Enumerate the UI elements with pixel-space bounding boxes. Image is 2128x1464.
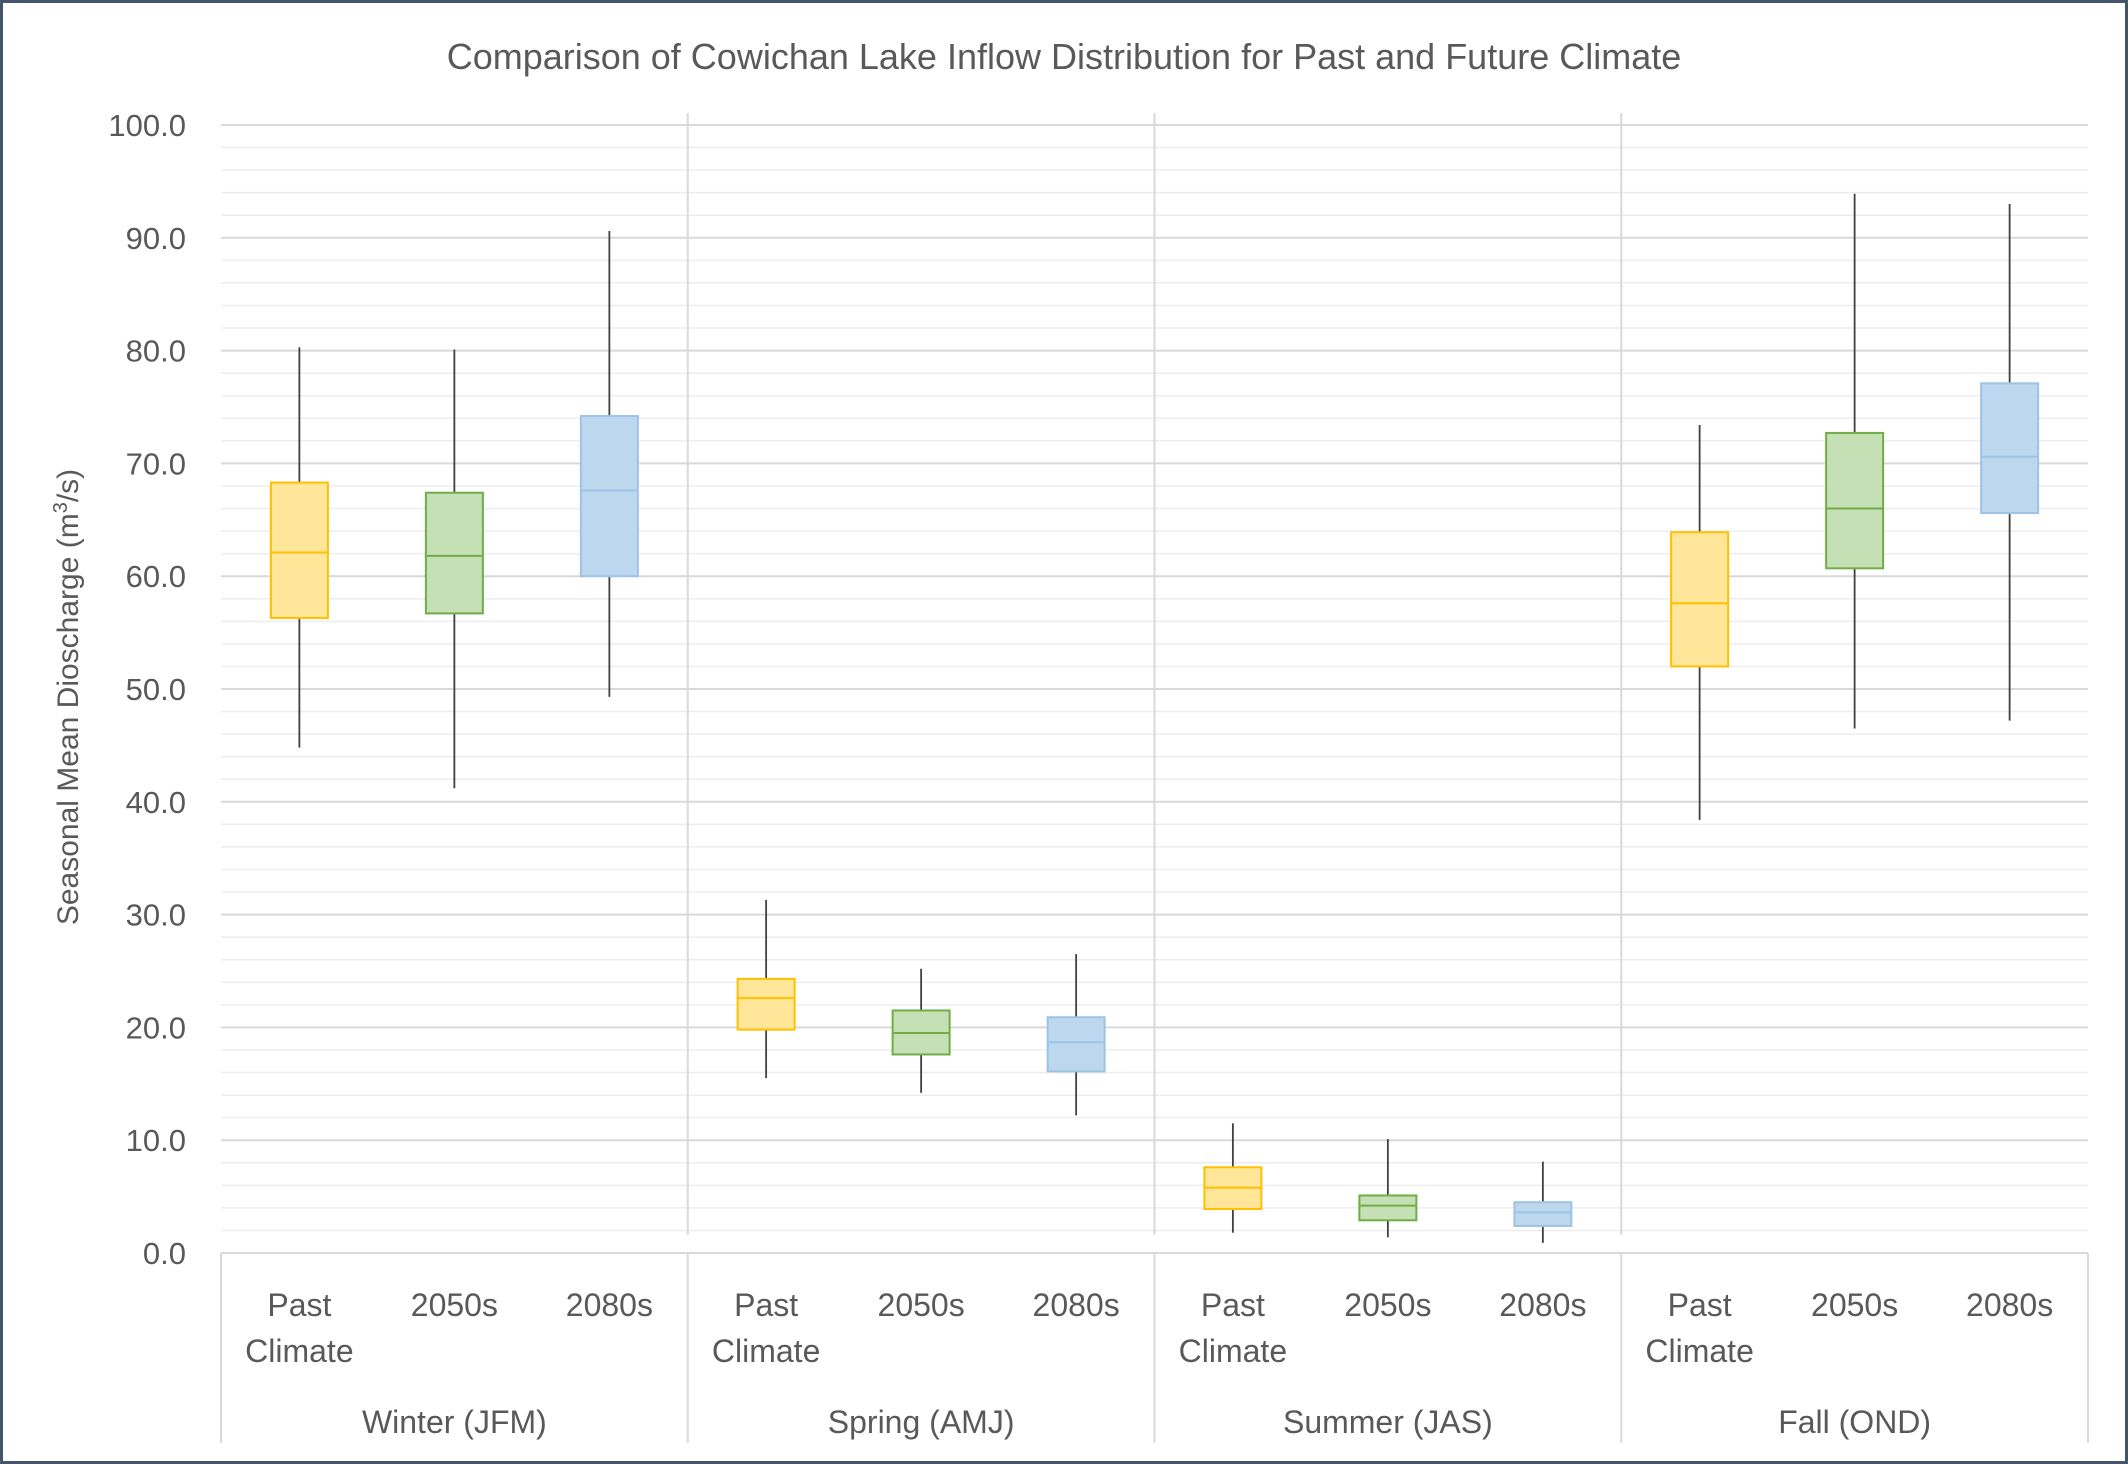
y-tick-label: 20.0 xyxy=(126,1010,186,1045)
box-category-label-line: 2050s xyxy=(1811,1287,1898,1323)
box-category-label-line: 2050s xyxy=(411,1287,498,1323)
box-rect xyxy=(424,491,484,615)
y-tick-label: 50.0 xyxy=(126,672,186,707)
box-category-label-line: Past xyxy=(1668,1287,1732,1323)
y-tick-label: 60.0 xyxy=(126,559,186,594)
box-rect xyxy=(1513,1201,1573,1227)
box-rect xyxy=(1358,1194,1418,1222)
box-past-climate xyxy=(736,899,796,1079)
box-category-label: 2050s xyxy=(411,1287,498,1323)
box-category-label-line: 2050s xyxy=(878,1287,965,1323)
box-rect xyxy=(736,977,796,1031)
box-category-label-line: 2080s xyxy=(1033,1287,1120,1323)
box-2050s xyxy=(424,349,484,789)
box-rect xyxy=(579,415,639,578)
box-category-label: 2050s xyxy=(1811,1287,1898,1323)
group-label: Summer (JAS) xyxy=(1283,1404,1493,1440)
group-label: Fall (OND) xyxy=(1778,1404,1931,1440)
y-tick-label: 10.0 xyxy=(126,1123,186,1158)
group-label: Spring (AMJ) xyxy=(828,1404,1015,1440)
box-2080s xyxy=(1513,1161,1573,1243)
box-category-label-line: Climate xyxy=(712,1333,820,1369)
box-past-climate xyxy=(269,347,329,748)
group-label: Winter (JFM) xyxy=(362,1404,547,1440)
box-2050s xyxy=(891,968,951,1093)
box-category-label-line: Past xyxy=(1201,1287,1265,1323)
box-category-label-line: Climate xyxy=(1645,1333,1753,1369)
box-category-label: 2080s xyxy=(1033,1287,1120,1323)
box-rect xyxy=(1670,531,1730,668)
y-tick-label: 100.0 xyxy=(108,108,186,143)
box-rect xyxy=(1825,431,1885,570)
box-category-label: 2080s xyxy=(1499,1287,1586,1323)
box-category-label-line: 2080s xyxy=(1966,1287,2053,1323)
box-category-label: Past Climate xyxy=(245,1287,353,1369)
y-tick-label: 30.0 xyxy=(126,898,186,933)
y-axis-title: Seasonal Mean Dioscharge (m3/s) xyxy=(50,469,85,925)
y-tick-label: 80.0 xyxy=(126,334,186,369)
box-2080s xyxy=(1980,203,2040,721)
box-category-label-line: 2080s xyxy=(566,1287,653,1323)
box-rect xyxy=(1980,382,2040,515)
y-axis-title-main: Seasonal Mean Dioscharge (m xyxy=(52,513,85,925)
x-axis-category-labels: Past Climate 2050s 2080s Winter (JFM) Past Cli… xyxy=(245,1287,2053,1440)
box-category-label-line: 2050s xyxy=(1344,1287,1431,1323)
box-2080s xyxy=(579,231,639,697)
box-category-label: Past Climate xyxy=(1645,1287,1753,1369)
group-dividers xyxy=(220,113,2089,1443)
box-category-label-line: Climate xyxy=(245,1333,353,1369)
box-category-label: 2050s xyxy=(1344,1287,1431,1323)
box-category-label-line: 2080s xyxy=(1499,1287,1586,1323)
y-tick-label: 0.0 xyxy=(143,1236,186,1271)
box-category-label: 2080s xyxy=(566,1287,653,1323)
box-plot-chart: 0.0 10.0 20.0 30.0 40.0 50.0 60.0 70.0 80.0 90.0 1… xyxy=(50,36,2089,1443)
chart-title: Comparison of Cowichan Lake Inflow Distr… xyxy=(447,36,1682,77)
box-past-climate xyxy=(1670,425,1730,820)
box-category-label: Past Climate xyxy=(1179,1287,1287,1369)
y-axis-title-end: /s) xyxy=(52,469,85,502)
box-2080s xyxy=(1046,954,1106,1116)
y-axis-tick-labels: 0.0 10.0 20.0 30.0 40.0 50.0 60.0 70.0 80.0 90.0 1… xyxy=(108,108,186,1271)
box-category-label-line: Past xyxy=(734,1287,798,1323)
y-tick-label: 40.0 xyxy=(126,785,186,820)
box-category-label: Past Climate xyxy=(712,1287,820,1369)
box-series xyxy=(269,193,2040,1243)
box-past-climate xyxy=(1203,1123,1263,1233)
y-tick-label: 70.0 xyxy=(126,446,186,481)
box-category-label-line: Past xyxy=(267,1287,331,1323)
box-category-label: 2050s xyxy=(878,1287,965,1323)
y-tick-label: 90.0 xyxy=(126,221,186,256)
box-2050s xyxy=(1358,1139,1418,1238)
box-category-label-line: Climate xyxy=(1179,1333,1287,1369)
y-axis-title-superscript: 3 xyxy=(50,502,72,513)
box-category-label: 2080s xyxy=(1966,1287,2053,1323)
box-rect xyxy=(269,481,329,619)
box-rect xyxy=(1046,1016,1106,1073)
box-2050s xyxy=(1825,193,1885,729)
